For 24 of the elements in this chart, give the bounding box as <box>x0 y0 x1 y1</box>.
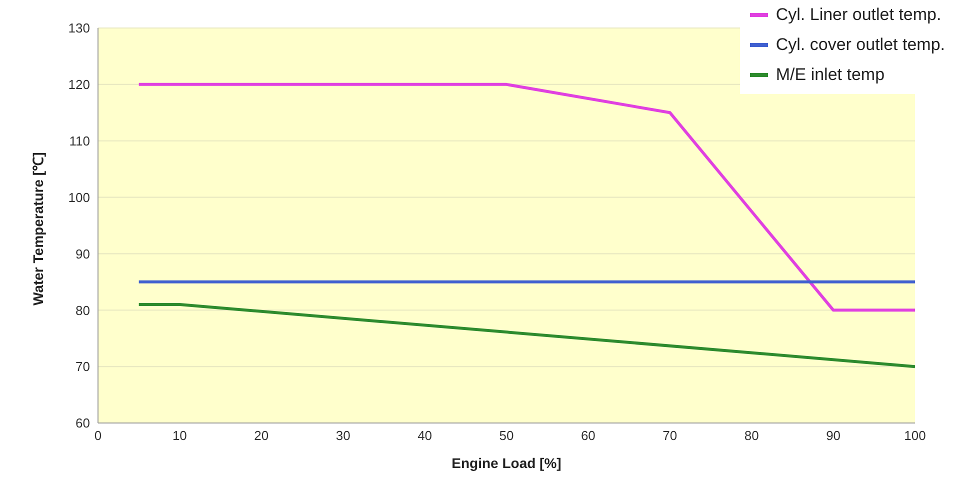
y-tick-label: 120 <box>68 77 90 92</box>
x-axis-title: Engine Load [%] <box>452 455 562 471</box>
y-tick-label: 60 <box>76 416 90 431</box>
x-tick-label: 10 <box>172 428 187 444</box>
legend-label: Cyl. Liner outlet temp. <box>776 4 942 26</box>
x-tick-label: 20 <box>254 428 269 444</box>
y-tick-label: 130 <box>68 20 90 36</box>
legend-label: M/E inlet temp <box>776 64 885 86</box>
x-tick-label: 50 <box>499 428 514 444</box>
x-tick-label: 30 <box>336 428 350 444</box>
x-tick-label: 40 <box>418 428 432 444</box>
legend-label: Cyl. cover outlet temp. <box>776 34 945 56</box>
y-tick-label: 100 <box>68 190 90 205</box>
x-tick-label: 100 <box>904 428 926 444</box>
y-tick-label: 80 <box>76 302 90 318</box>
x-tick-label: 90 <box>826 428 841 444</box>
y-tick-label: 90 <box>76 246 90 262</box>
y-tick-label: 110 <box>69 133 90 148</box>
y-tick-label: 70 <box>76 359 90 374</box>
y-axis-title: Water Temperature [℃] <box>30 152 46 306</box>
x-tick-label: 70 <box>662 428 678 444</box>
x-tick-label: 80 <box>744 428 759 444</box>
x-tick-label: 0 <box>94 428 102 444</box>
x-tick-label: 60 <box>580 428 596 444</box>
